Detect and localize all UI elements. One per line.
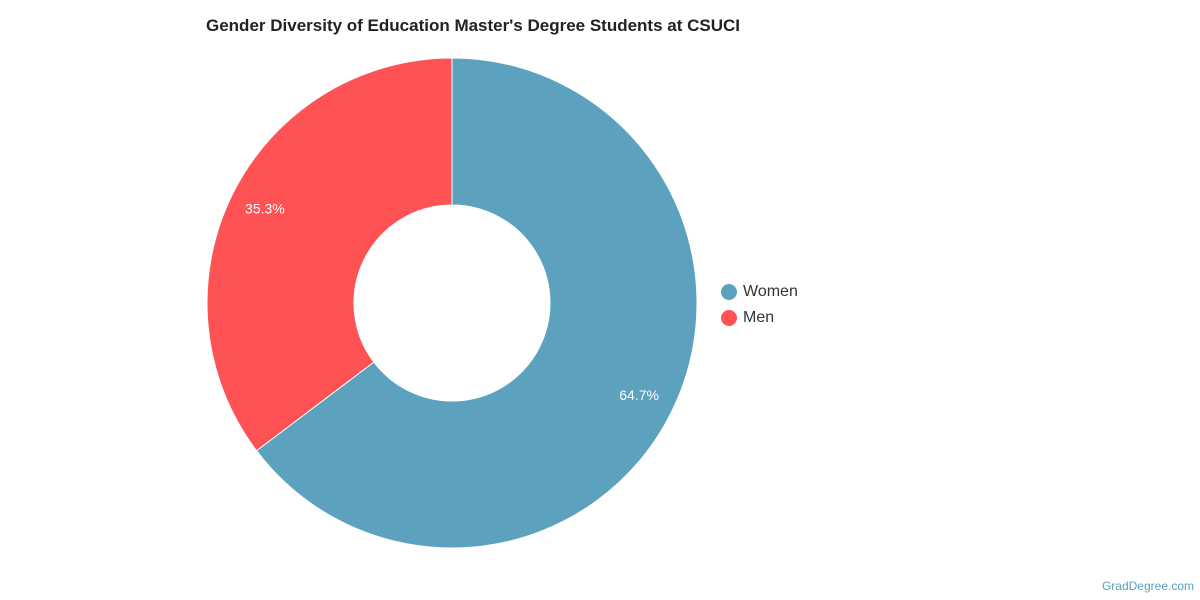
chart-title: Gender Diversity of Education Master's D… [206,16,741,35]
legend-swatch-men [721,310,737,326]
slice-men[interactable] [206,57,453,452]
legend-item-women[interactable]: Women [721,279,798,305]
legend-label: Women [743,283,798,300]
slice-label-men: 35.3% [245,201,285,217]
slice-label-women: 64.7% [619,387,659,403]
legend: Women Men [721,279,798,331]
slice-women[interactable] [255,57,698,549]
legend-label: Men [743,309,775,326]
legend-item-men[interactable]: Men [721,305,798,331]
legend-swatch-women [721,284,737,300]
watermark-link[interactable]: GradDegree.com [1101,579,1194,593]
